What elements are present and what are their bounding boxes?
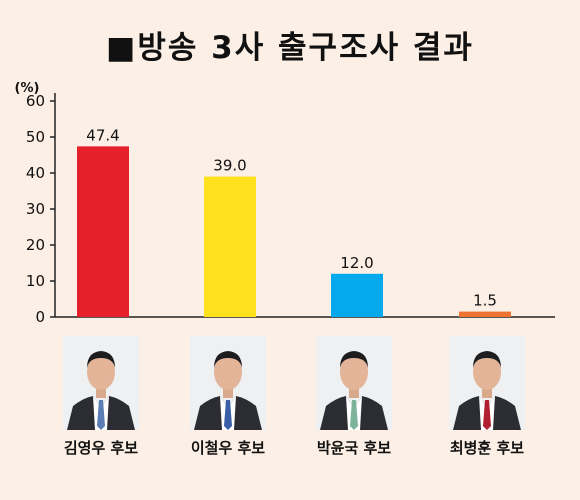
bar-value-label-4: 1.5 [473, 292, 497, 310]
y-tick-label: 20 [26, 236, 45, 254]
candidate-name-3: 박윤국 후보 [316, 439, 392, 457]
y-tick-label: 40 [26, 164, 45, 182]
portrait-icon [63, 336, 139, 430]
candidate-name-4: 최병훈 후보 [449, 439, 525, 457]
candidate-photo-2 [190, 336, 266, 430]
y-axis-unit-label: (%) [15, 81, 40, 96]
candidate-photo-4 [449, 336, 525, 430]
portrait-icon [449, 336, 525, 430]
portrait-icon [190, 336, 266, 430]
bar-value-label-3: 12.0 [340, 254, 373, 272]
bar-3 [331, 273, 383, 317]
portrait-icon [316, 336, 392, 430]
candidate-photo-3 [316, 336, 392, 430]
y-tick-label: 50 [26, 128, 45, 146]
candidate-name-1: 김영우 후보 [63, 439, 139, 457]
y-tick-label: 30 [26, 200, 45, 218]
bar-value-label-2: 39.0 [213, 157, 246, 175]
bar-value-label-1: 47.4 [86, 126, 119, 144]
bar-4 [459, 311, 511, 317]
candidate-name-2: 이철우 후보 [190, 439, 266, 457]
y-tick-label: 0 [35, 308, 45, 326]
y-tick-label: 60 [26, 92, 45, 110]
y-tick-label: 10 [26, 272, 45, 290]
bar-1 [77, 146, 129, 317]
chart-title: ■방송 3사 출구조사 결과 [106, 30, 474, 66]
candidate-photo-1 [63, 336, 139, 430]
bar-2 [204, 176, 256, 317]
